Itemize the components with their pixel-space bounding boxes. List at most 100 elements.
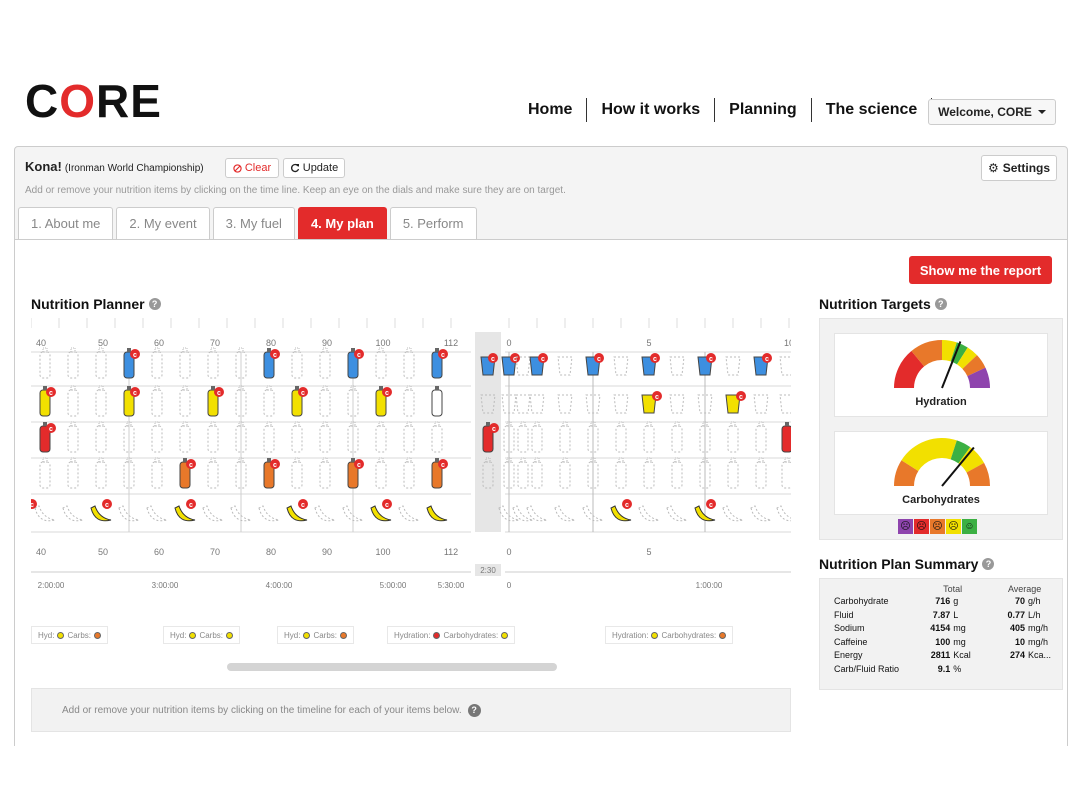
empty-bottle-icon[interactable]	[727, 457, 739, 489]
banana-icon[interactable]	[610, 505, 632, 522]
blue-bottle-icon[interactable]	[179, 347, 191, 379]
red-bottle-icon[interactable]	[781, 422, 791, 453]
red-bottle-icon[interactable]	[235, 421, 247, 453]
nav-how-it-works[interactable]: How it works	[587, 98, 716, 122]
nav-planning[interactable]: Planning	[715, 98, 812, 122]
yellow-bottle-icon[interactable]	[319, 385, 331, 417]
empty-bottle-icon[interactable]	[503, 421, 515, 453]
empty-bottle-icon[interactable]	[781, 457, 791, 489]
banana-icon[interactable]	[342, 505, 364, 522]
empty-bottle-icon[interactable]	[503, 457, 515, 489]
yellow-bottle-icon[interactable]	[179, 385, 191, 417]
orange-bottle-icon[interactable]	[123, 457, 135, 489]
yellow-bottle-icon[interactable]	[151, 385, 163, 417]
banana-icon[interactable]	[314, 505, 336, 522]
red-bottle-icon[interactable]	[319, 421, 331, 453]
blue-bottle-icon[interactable]	[235, 347, 247, 379]
empty-bottle-icon[interactable]	[615, 457, 627, 489]
show-report-button[interactable]: Show me the report	[909, 256, 1052, 284]
banana-icon[interactable]	[118, 505, 140, 522]
empty-cup-icon[interactable]	[515, 356, 531, 376]
empty-bottle-icon[interactable]	[643, 421, 655, 453]
blue-bottle-icon[interactable]	[263, 348, 275, 379]
empty-bottle-icon[interactable]	[517, 457, 529, 489]
empty-cup-icon[interactable]	[529, 394, 545, 414]
empty-bottle-icon[interactable]	[755, 421, 767, 453]
help-icon[interactable]: ?	[148, 298, 161, 310]
empty-bottle-icon[interactable]	[615, 421, 627, 453]
empty-cup-icon[interactable]	[585, 394, 601, 414]
yellow-cup-icon[interactable]	[641, 394, 657, 414]
orange-bottle-icon[interactable]	[291, 457, 303, 489]
tab-my-event[interactable]: 2. My event	[116, 207, 210, 239]
orange-bottle-icon[interactable]	[235, 457, 247, 489]
empty-cup-icon[interactable]	[557, 356, 573, 376]
empty-cup-icon[interactable]	[480, 394, 496, 414]
red-bottle-icon[interactable]	[291, 421, 303, 453]
banana-icon[interactable]	[722, 505, 744, 522]
nav-home[interactable]: Home	[514, 98, 588, 122]
yellow-bottle-icon[interactable]	[67, 385, 79, 417]
orange-bottle-icon[interactable]	[263, 458, 275, 489]
clear-button[interactable]: Clear	[225, 158, 279, 178]
banana-icon[interactable]	[750, 505, 772, 522]
blue-bottle-icon[interactable]	[347, 348, 359, 379]
yellow-bottle-icon[interactable]	[123, 386, 135, 417]
blue-bottle-icon[interactable]	[39, 347, 51, 379]
empty-bottle-icon[interactable]	[727, 421, 739, 453]
settings-button[interactable]: ⚙ Settings	[981, 155, 1057, 181]
red-bottle-icon[interactable]	[179, 421, 191, 453]
yellow-bottle-icon[interactable]	[347, 385, 359, 417]
orange-bottle-icon[interactable]	[431, 458, 443, 489]
banana-icon[interactable]	[638, 505, 660, 522]
welcome-dropdown[interactable]: Welcome, CORE	[928, 99, 1056, 125]
empty-bottle-icon[interactable]	[587, 457, 599, 489]
empty-bottle-icon[interactable]	[531, 421, 543, 453]
blue-bottle-icon[interactable]	[403, 347, 415, 379]
red-bottle-icon[interactable]	[207, 421, 219, 453]
red-bottle-icon[interactable]	[263, 421, 275, 453]
banana-icon[interactable]	[62, 505, 84, 522]
tab-about-me[interactable]: 1. About me	[18, 207, 114, 239]
orange-bottle-icon[interactable]	[95, 457, 107, 489]
red-bottle-icon[interactable]	[482, 422, 494, 453]
red-bottle-icon[interactable]	[39, 422, 51, 453]
orange-bottle-icon[interactable]	[375, 457, 387, 489]
empty-bottle-icon[interactable]	[671, 457, 683, 489]
blue-bottle-icon[interactable]	[95, 347, 107, 379]
empty-cup-icon[interactable]	[725, 356, 741, 376]
banana-icon[interactable]	[554, 505, 576, 522]
empty-bottle-icon[interactable]	[531, 457, 543, 489]
empty-cup-icon[interactable]	[779, 356, 791, 376]
red-bottle-icon[interactable]	[403, 421, 415, 453]
orange-bottle-icon[interactable]	[319, 457, 331, 489]
yellow-cup-icon[interactable]	[725, 394, 741, 414]
empty-cup-icon[interactable]	[669, 394, 685, 414]
help-icon[interactable]: ?	[934, 298, 947, 310]
orange-bottle-icon[interactable]	[207, 457, 219, 489]
empty-bottle-icon[interactable]	[643, 457, 655, 489]
red-bottle-icon[interactable]	[375, 421, 387, 453]
empty-bottle-icon[interactable]	[587, 421, 599, 453]
orange-bottle-icon[interactable]	[347, 458, 359, 489]
banana-icon[interactable]	[230, 505, 252, 522]
update-button[interactable]: Update	[283, 158, 345, 178]
banana-icon[interactable]	[666, 505, 688, 522]
blue-bottle-icon[interactable]	[431, 348, 443, 379]
orange-bottle-icon[interactable]	[179, 458, 191, 489]
banana-icon[interactable]	[258, 505, 280, 522]
empty-bottle-icon[interactable]	[671, 421, 683, 453]
blue-bottle-icon[interactable]	[375, 347, 387, 379]
yellow-bottle-icon[interactable]	[207, 386, 219, 417]
banana-icon[interactable]	[426, 505, 448, 522]
banana-icon[interactable]	[694, 505, 716, 522]
help-icon[interactable]: ?	[982, 558, 995, 570]
banana-icon[interactable]	[582, 505, 604, 522]
blue-bottle-icon[interactable]	[207, 347, 219, 379]
yellow-bottle-icon[interactable]	[95, 385, 107, 417]
tab-my-fuel[interactable]: 3. My fuel	[212, 207, 295, 239]
empty-cup-icon[interactable]	[501, 394, 517, 414]
red-bottle-icon[interactable]	[151, 421, 163, 453]
nav-the-science[interactable]: The science	[812, 98, 933, 122]
yellow-bottle-icon[interactable]	[375, 386, 387, 417]
